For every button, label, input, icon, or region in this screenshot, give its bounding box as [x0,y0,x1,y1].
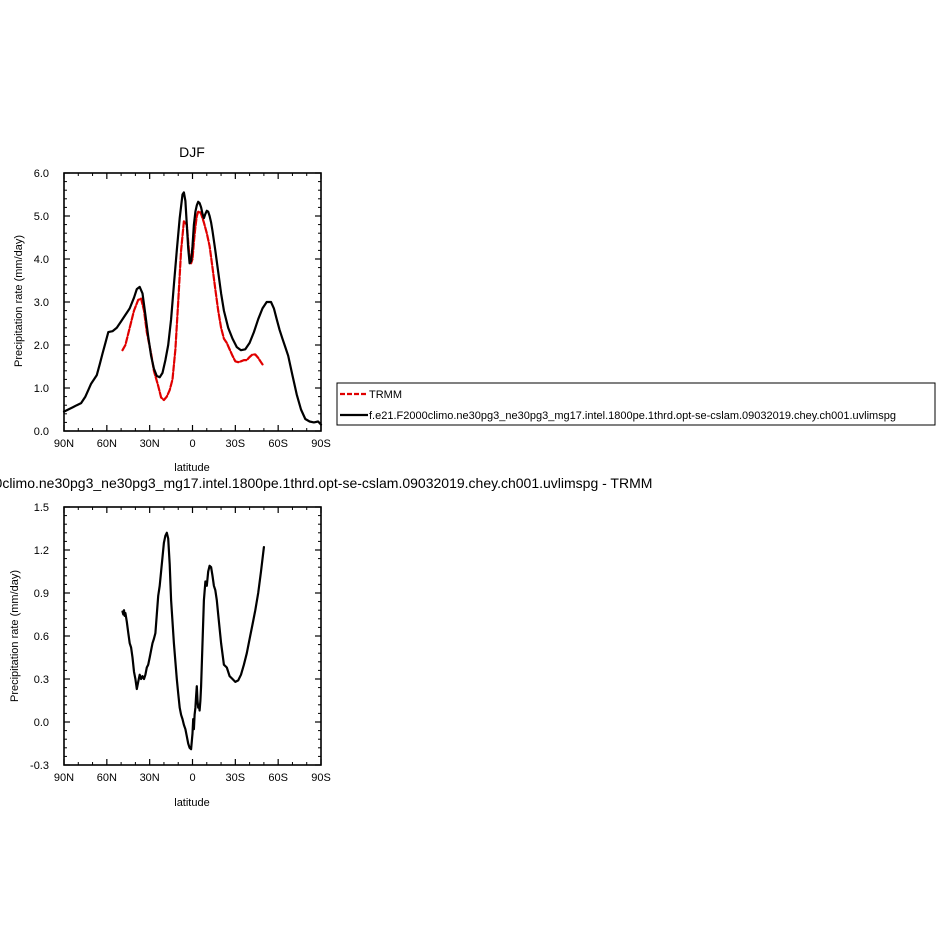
bottom-difference-panel: f.e21.F2000climo.ne30pg3_ne30pg3_mg17.in… [0,475,652,809]
y-tick-label: 5.0 [34,211,49,223]
model-series-line [62,191,323,426]
y-tick-label: 2.0 [34,340,49,352]
bottom-chart-title: f.e21.F2000climo.ne30pg3_ne30pg3_mg17.in… [0,475,652,491]
x-tick-label: 0 [189,438,195,450]
y-tick-label: 6.0 [34,168,49,180]
y-tick-label: -0.3 [30,760,49,772]
y-tick-label: 0.0 [34,426,49,438]
bottom-x-axis-label: latitude [174,797,209,809]
difference-series-line [121,531,265,751]
y-tick-label: 0.3 [34,674,49,686]
x-tick-label: 30S [226,772,246,784]
legend-label-model: f.e21.F2000climo.ne30pg3_ne30pg3_mg17.in… [369,410,896,422]
bottom-y-axis-label: Precipitation rate (mm/day) [9,570,21,702]
x-tick-label: 30N [140,772,160,784]
legend: TRMM f.e21.F2000climo.ne30pg3_ne30pg3_mg… [336,382,936,426]
y-tick-label: 1.2 [34,545,49,557]
x-tick-label: 0 [189,772,195,784]
top-chart-title: DJF [179,144,205,160]
bottom-axis-ticks: 90N 60N 30N 0 30S 60S 90S -0.3 0.0 0.3 0.6 0.9 1.2 1.… [30,502,331,784]
y-tick-label: 0.9 [34,588,49,600]
y-tick-label: 4.0 [34,254,49,266]
top-axis-ticks: 90N 60N 30N 0 30S 60S 90S 0.0 1.0 2.0 3.0 4.0 5.0 6.0 [34,168,331,450]
x-tick-label: 90N [54,438,74,450]
y-tick-label: 3.0 [34,297,49,309]
y-tick-label: 1.0 [34,383,49,395]
x-tick-label: 90S [311,438,331,450]
top-plot-frame [63,172,322,432]
bottom-series-lines [121,531,265,751]
x-tick-label: 60S [268,438,288,450]
x-tick-label: 60N [97,438,117,450]
x-tick-label: 60N [97,772,117,784]
x-tick-label: 60S [268,772,288,784]
legend-box [336,382,936,426]
y-tick-label: 1.5 [34,502,49,514]
x-tick-label: 90S [311,772,331,784]
x-tick-label: 30S [226,438,246,450]
bottom-plot-frame [63,506,322,766]
top-precip-panel: DJF latitude Precipitation rate (mm/day)… [13,144,331,474]
x-tick-label: 30N [140,438,160,450]
y-tick-label: 0.6 [34,631,49,643]
legend-label-trmm: TRMM [369,389,402,401]
top-series-lines [62,191,323,426]
y-tick-label: 0.0 [34,717,49,729]
x-tick-label: 90N [54,772,74,784]
top-y-axis-label: Precipitation rate (mm/day) [13,235,25,367]
top-x-axis-label: latitude [174,462,209,474]
